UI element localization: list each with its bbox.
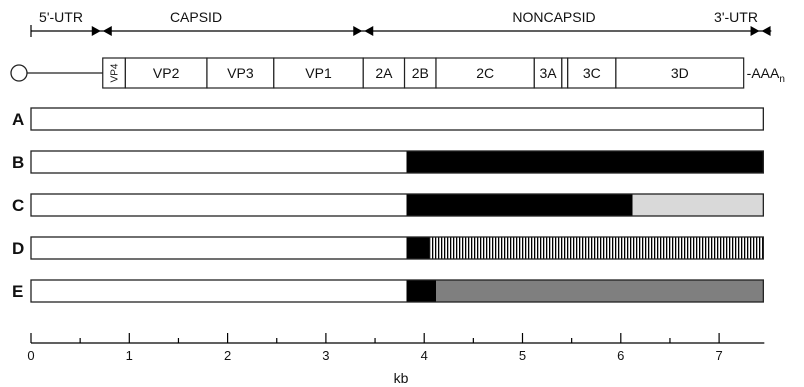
gene-label: 2A xyxy=(375,65,393,81)
gene-label: 2C xyxy=(476,65,494,81)
construct-e-segment-white xyxy=(31,280,407,302)
region-arrow-right xyxy=(750,26,760,36)
region-arrow-left xyxy=(102,26,112,36)
construct-label-e: E xyxy=(12,282,23,301)
construct-d-segment-striped xyxy=(429,237,764,259)
construct-label-c: C xyxy=(12,196,24,215)
gene-label: 3D xyxy=(671,65,689,81)
gene-label: VP4 xyxy=(110,63,121,82)
region-label-1: CAPSID xyxy=(170,9,222,25)
axis-tick-label: 7 xyxy=(715,348,722,363)
construct-e-segment-gray xyxy=(435,280,764,302)
gene-label: 2B xyxy=(412,65,429,81)
construct-a-outline xyxy=(30,107,764,131)
axis-tick-label: 5 xyxy=(519,348,526,363)
axis-tick-label: 0 xyxy=(27,348,34,363)
poly-a-subscript: n xyxy=(779,74,785,85)
construct-e-outline xyxy=(30,279,764,303)
axis-tick-label: 4 xyxy=(421,348,428,363)
gene-segment xyxy=(435,57,535,89)
construct-bars: A B C D E xyxy=(12,107,764,303)
construct-label-a: A xyxy=(12,110,24,129)
gene-label: 3A xyxy=(539,65,557,81)
genome-map: VP4 VP2 VP3 VP1 2A 2B 2C 3A 3C 3D -AAAn xyxy=(10,57,785,89)
region-arrow-right xyxy=(353,26,363,36)
gene-label: 3C xyxy=(583,65,601,81)
gene-segment xyxy=(403,57,437,89)
gene-label: VP1 xyxy=(305,65,332,81)
construct-c-outline xyxy=(30,193,764,217)
construct-d-segment-black xyxy=(406,237,430,259)
construct-label-d: D xyxy=(12,239,24,258)
region-label-2: NONCAPSID xyxy=(512,9,595,25)
gene-segment xyxy=(567,57,617,89)
region-label-0: 5'-UTR xyxy=(39,9,83,25)
axis-tick-label: 1 xyxy=(126,348,133,363)
region-arrow-right xyxy=(91,26,101,36)
construct-label-b: B xyxy=(12,153,24,172)
cap-circle xyxy=(10,64,28,82)
region-annotations: 5'-UTR CAPSID NONCAPSID 3'-UTR xyxy=(30,9,772,37)
region-label-3: 3'-UTR xyxy=(714,9,758,25)
construct-c-segment-black xyxy=(406,194,633,216)
gene-segment xyxy=(362,57,406,89)
gene-segment xyxy=(124,57,208,89)
gene-label: VP3 xyxy=(227,65,254,81)
gene-segment xyxy=(615,57,745,89)
region-arrow-left xyxy=(761,26,771,36)
construct-c-segment-white xyxy=(31,194,407,216)
axis-tick-label: 3 xyxy=(322,348,329,363)
construct-d-segment-white xyxy=(31,237,407,259)
region-arrow-left xyxy=(364,26,374,36)
construct-e-segment-black xyxy=(406,280,436,302)
construct-b-segment-white xyxy=(31,151,407,173)
axis-title: kb xyxy=(394,370,409,386)
axis-tick-label: 2 xyxy=(224,348,231,363)
construct-b-outline xyxy=(30,150,764,174)
gene-segment xyxy=(561,57,569,89)
axis-tick-label: 6 xyxy=(617,348,624,363)
construct-b-segment-black xyxy=(406,151,764,173)
construct-c-segment-lightgray xyxy=(632,194,764,216)
construct-d-outline xyxy=(30,236,764,260)
kb-axis: 0 1 2 3 4 5 6 7 kb xyxy=(27,333,765,386)
construct-a-segment-white xyxy=(31,108,764,130)
gene-label: VP2 xyxy=(153,65,180,81)
poly-a-tail: -AAAn xyxy=(747,65,785,85)
